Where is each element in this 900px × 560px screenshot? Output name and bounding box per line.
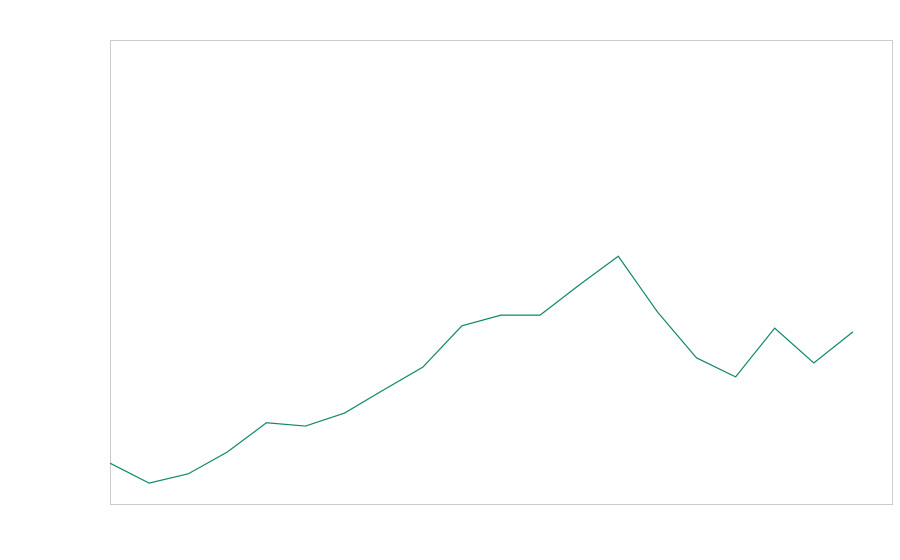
plot-frame xyxy=(110,40,893,505)
line xyxy=(109,255,854,484)
